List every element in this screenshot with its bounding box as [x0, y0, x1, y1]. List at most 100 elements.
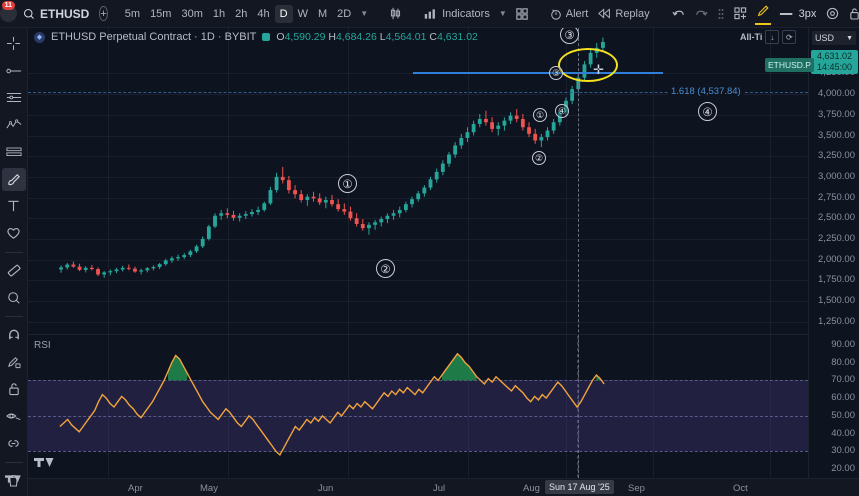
layout-button[interactable]	[511, 5, 533, 23]
close-value: 4,631.02	[437, 31, 478, 43]
shapes-tool[interactable]	[2, 222, 26, 245]
left-drawing-toolbar	[0, 28, 28, 496]
wave-label-4[interactable]: ④	[698, 102, 717, 121]
line-width-label: 3px	[798, 7, 817, 20]
time-scale[interactable]: Apr May Jun Jul Aug Sep Oct Sun 17 Aug '25	[28, 478, 859, 496]
wave-label-1[interactable]: ①	[338, 174, 357, 193]
indicators-dropdown-icon[interactable]: ▼	[498, 9, 507, 18]
tradingview-logo-icon	[5, 475, 21, 483]
indicators-label: Indicators	[442, 7, 490, 20]
replay-button[interactable]: Replay	[593, 5, 654, 23]
timeframe-W[interactable]: W	[297, 7, 308, 20]
drawing-cursor-icon: ✛	[593, 62, 604, 77]
replay-rewind-icon	[598, 8, 611, 19]
pen-tool-button[interactable]	[752, 2, 774, 25]
time-tick: May	[200, 483, 218, 494]
timeframe-M[interactable]: M	[317, 7, 328, 20]
blue-horizontal-ray[interactable]	[413, 72, 663, 74]
pen-color-indicator	[754, 23, 771, 25]
candlestick-icon	[391, 7, 401, 20]
lock-button[interactable]	[844, 4, 859, 23]
gridline	[28, 176, 808, 178]
high-value: 4,684.26	[335, 31, 377, 43]
timeframe-dropdown-icon[interactable]: ▼	[360, 9, 369, 18]
wave-label-3[interactable]: ③	[560, 28, 579, 44]
timeframe-30m[interactable]: 30m	[181, 7, 203, 20]
timeframe-5m[interactable]: 5m	[124, 7, 141, 20]
symbol-badge-icon: ◆	[34, 31, 45, 43]
high-key: H	[328, 31, 336, 43]
pen-lock-icon	[7, 356, 21, 368]
indicators-button[interactable]: Indicators	[419, 5, 495, 23]
open-value: 4,590.29	[284, 31, 326, 43]
drag-handle[interactable]	[713, 5, 729, 23]
subwave-label-1[interactable]: ①	[533, 108, 547, 122]
currency-selector[interactable]: USD ▼	[812, 31, 856, 45]
rsi-pane[interactable]: RSI	[28, 336, 808, 478]
main-chart-pane[interactable]: ◆ ETHUSD Perpetual Contract · 1D · BYBIT…	[28, 28, 808, 478]
timeframe-2D[interactable]: 2D	[337, 7, 352, 20]
price-tick: 3,750.00	[818, 108, 855, 120]
gridline	[28, 280, 808, 282]
lock-drawings-tool[interactable]	[2, 377, 26, 400]
currency-label: USD	[815, 33, 835, 43]
rsi-tick: 20.00	[831, 463, 855, 475]
line-width-button[interactable]: 3px	[774, 5, 822, 23]
reset-scale-button[interactable]: ⟳	[782, 30, 797, 44]
timeframe-4h[interactable]: 4h	[257, 7, 270, 20]
subwave-label-2[interactable]: ②	[532, 151, 546, 165]
add-symbol-button[interactable]: +	[99, 6, 108, 21]
subwave-label-3[interactable]: ③	[549, 66, 563, 80]
hide-drawings-tool[interactable]	[2, 405, 26, 428]
tradingview-logo-button[interactable]: 11	[0, 0, 17, 28]
undo-button[interactable]	[667, 5, 690, 23]
pen-icon	[757, 5, 769, 17]
price-tick: 1,500.00	[818, 294, 855, 306]
stay-in-drawing-mode-tool[interactable]	[2, 350, 26, 373]
brush-tool[interactable]	[1, 167, 26, 191]
notification-badge[interactable]: 11	[1, 0, 15, 10]
pane-separator[interactable]	[28, 334, 808, 335]
symbol-search-button[interactable]: ETHUSD	[17, 3, 95, 25]
zoom-icon	[7, 291, 20, 304]
price-tick: 2,000.00	[818, 253, 855, 265]
wave-label-2[interactable]: ②	[376, 259, 395, 278]
rsi-tick: 70.00	[831, 374, 855, 386]
download-data-button[interactable]: ↓	[765, 30, 780, 44]
alert-button[interactable]: Alert	[545, 5, 594, 23]
time-tick: Oct	[733, 483, 748, 494]
trend-line-tool[interactable]	[2, 59, 26, 82]
timeframe-D[interactable]: D	[274, 4, 293, 23]
replay-label: Replay	[615, 7, 650, 20]
range-label[interactable]: All-Ti	[740, 32, 763, 42]
text-tool[interactable]	[2, 195, 26, 218]
zoom-tool[interactable]	[2, 286, 26, 309]
fib-1618-line[interactable]	[28, 92, 808, 93]
price-scale[interactable]: 1,250.00 1,500.00 1,750.00 2,000.00 2,250.00…	[808, 28, 859, 478]
yellow-highlight-ellipse[interactable]	[558, 48, 618, 82]
timeframe-2h[interactable]: 2h	[235, 7, 248, 20]
horizontal-lines-tool[interactable]	[2, 86, 26, 109]
rsi-title: RSI	[34, 340, 51, 351]
current-price-badge: 4,631.02 14:45:00	[811, 50, 858, 74]
color-wheel-icon	[827, 7, 839, 20]
gridline-vertical	[228, 28, 229, 478]
alert-label: Alert	[565, 7, 589, 20]
sync-drawings-tool[interactable]	[2, 432, 26, 455]
subwave-label-4[interactable]: ④	[555, 104, 569, 118]
templates-button[interactable]	[729, 4, 752, 23]
chart-type-button[interactable]	[384, 4, 407, 23]
crosshair-tool[interactable]	[2, 32, 26, 55]
measure-tool[interactable]	[2, 259, 26, 282]
redo-button[interactable]	[690, 5, 713, 23]
patterns-icon	[5, 147, 22, 157]
timeframe-15m[interactable]: 15m	[150, 7, 172, 20]
rsi-level-line	[28, 451, 808, 453]
color-picker-button[interactable]	[821, 4, 844, 23]
timeframe-1h[interactable]: 1h	[212, 7, 226, 20]
magnet-tool[interactable]	[2, 323, 26, 346]
rsi-line-series	[59, 336, 605, 478]
elliott-wave-tool[interactable]	[2, 113, 26, 136]
gridline-vertical	[348, 28, 349, 478]
patterns-tool[interactable]	[2, 141, 26, 164]
